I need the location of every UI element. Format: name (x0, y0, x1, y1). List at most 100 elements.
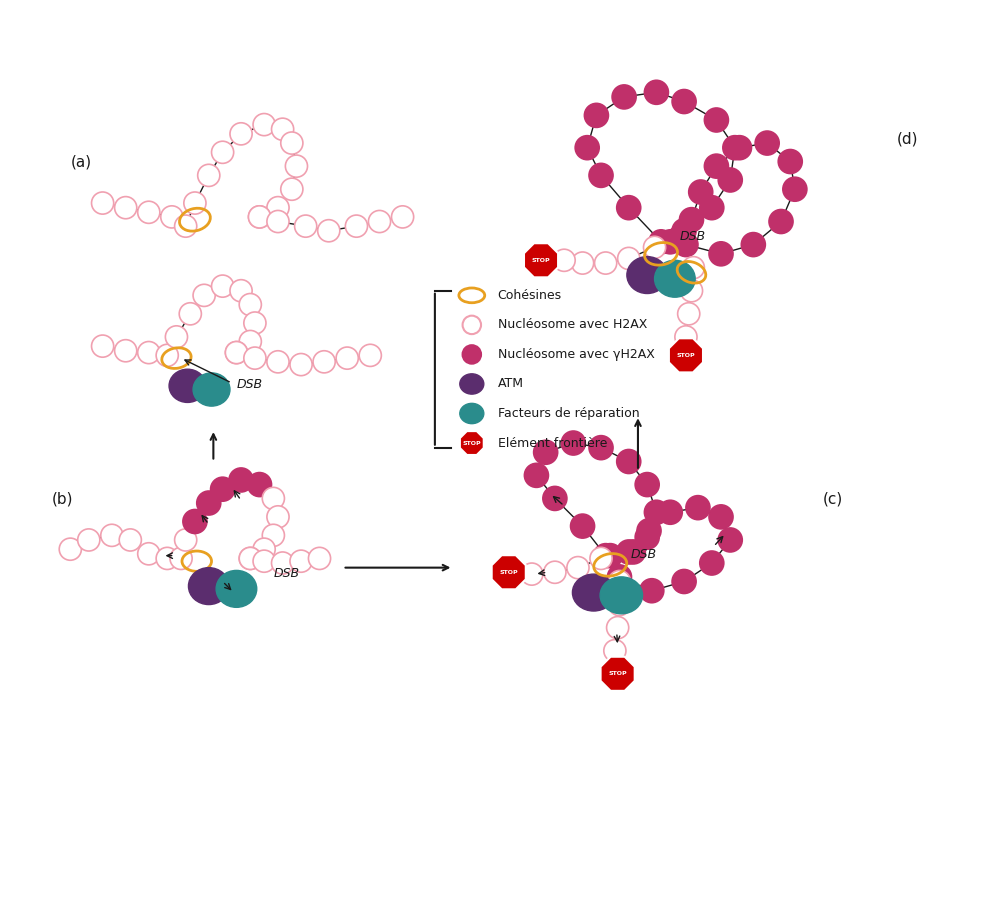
Circle shape (590, 547, 612, 569)
Circle shape (616, 450, 640, 473)
Circle shape (239, 547, 262, 569)
Circle shape (658, 230, 682, 254)
Circle shape (212, 275, 234, 297)
Text: STOP: STOP (608, 671, 627, 677)
Circle shape (78, 529, 100, 551)
Circle shape (115, 340, 137, 362)
Circle shape (575, 136, 599, 160)
Circle shape (392, 206, 414, 228)
Text: STOP: STOP (531, 258, 550, 263)
Circle shape (607, 565, 631, 589)
Circle shape (253, 538, 275, 560)
Circle shape (649, 230, 673, 254)
Circle shape (226, 342, 248, 364)
Circle shape (290, 550, 312, 572)
Circle shape (686, 496, 710, 520)
Circle shape (699, 551, 724, 575)
Circle shape (594, 252, 616, 274)
Circle shape (608, 570, 630, 593)
Text: Nucléosome avec γH2AX: Nucléosome avec γH2AX (498, 348, 654, 361)
Circle shape (675, 326, 697, 348)
Circle shape (253, 550, 275, 572)
Circle shape (718, 168, 742, 192)
Circle shape (263, 487, 285, 509)
Ellipse shape (460, 403, 484, 424)
Ellipse shape (572, 574, 614, 611)
Ellipse shape (460, 374, 484, 394)
Circle shape (184, 192, 206, 214)
Circle shape (709, 505, 733, 529)
Circle shape (637, 519, 661, 543)
Circle shape (369, 210, 391, 233)
Circle shape (542, 486, 566, 510)
Circle shape (635, 525, 659, 549)
Circle shape (248, 473, 272, 497)
Circle shape (704, 108, 728, 132)
Circle shape (211, 477, 235, 501)
Circle shape (524, 463, 548, 487)
Circle shape (295, 215, 317, 237)
Circle shape (723, 136, 747, 160)
Circle shape (360, 344, 382, 366)
Circle shape (704, 154, 728, 178)
Circle shape (603, 640, 626, 662)
Text: STOP: STOP (500, 569, 518, 575)
Circle shape (239, 330, 262, 353)
Circle shape (553, 249, 575, 271)
Circle shape (589, 163, 613, 187)
Circle shape (672, 569, 696, 593)
Ellipse shape (654, 260, 695, 297)
Polygon shape (524, 244, 558, 277)
Circle shape (230, 280, 252, 302)
Circle shape (667, 226, 691, 250)
Circle shape (718, 528, 742, 552)
Circle shape (309, 547, 331, 569)
Circle shape (672, 90, 696, 114)
Text: STOP: STOP (463, 440, 482, 446)
Circle shape (598, 544, 622, 568)
Circle shape (755, 131, 779, 155)
Circle shape (253, 114, 275, 136)
Circle shape (616, 196, 640, 220)
Polygon shape (600, 657, 634, 690)
Circle shape (226, 342, 248, 364)
Circle shape (570, 514, 594, 538)
Circle shape (688, 180, 712, 204)
Polygon shape (492, 556, 525, 589)
Text: (c): (c) (822, 491, 843, 506)
Circle shape (244, 312, 266, 334)
Circle shape (533, 440, 557, 464)
Circle shape (313, 351, 336, 373)
Circle shape (682, 257, 704, 279)
Circle shape (520, 563, 542, 585)
Polygon shape (460, 431, 484, 455)
Circle shape (230, 123, 252, 145)
Ellipse shape (216, 570, 257, 607)
Circle shape (699, 196, 724, 220)
Circle shape (183, 509, 207, 533)
Circle shape (267, 506, 289, 528)
Circle shape (239, 547, 262, 569)
Circle shape (197, 491, 221, 515)
Circle shape (621, 540, 645, 564)
Circle shape (778, 150, 802, 174)
Circle shape (318, 220, 340, 242)
Circle shape (212, 141, 234, 163)
Ellipse shape (189, 568, 229, 605)
Circle shape (617, 247, 639, 270)
Circle shape (769, 210, 793, 234)
Circle shape (346, 215, 368, 237)
Text: DSB: DSB (630, 548, 656, 561)
Circle shape (616, 540, 640, 564)
Circle shape (281, 178, 303, 200)
Circle shape (156, 344, 178, 366)
Circle shape (463, 345, 482, 364)
Circle shape (115, 197, 137, 219)
Circle shape (674, 233, 698, 257)
Circle shape (198, 164, 220, 186)
Circle shape (156, 547, 178, 569)
Circle shape (608, 593, 630, 616)
Circle shape (101, 524, 123, 546)
Circle shape (138, 543, 160, 565)
Circle shape (635, 473, 659, 497)
